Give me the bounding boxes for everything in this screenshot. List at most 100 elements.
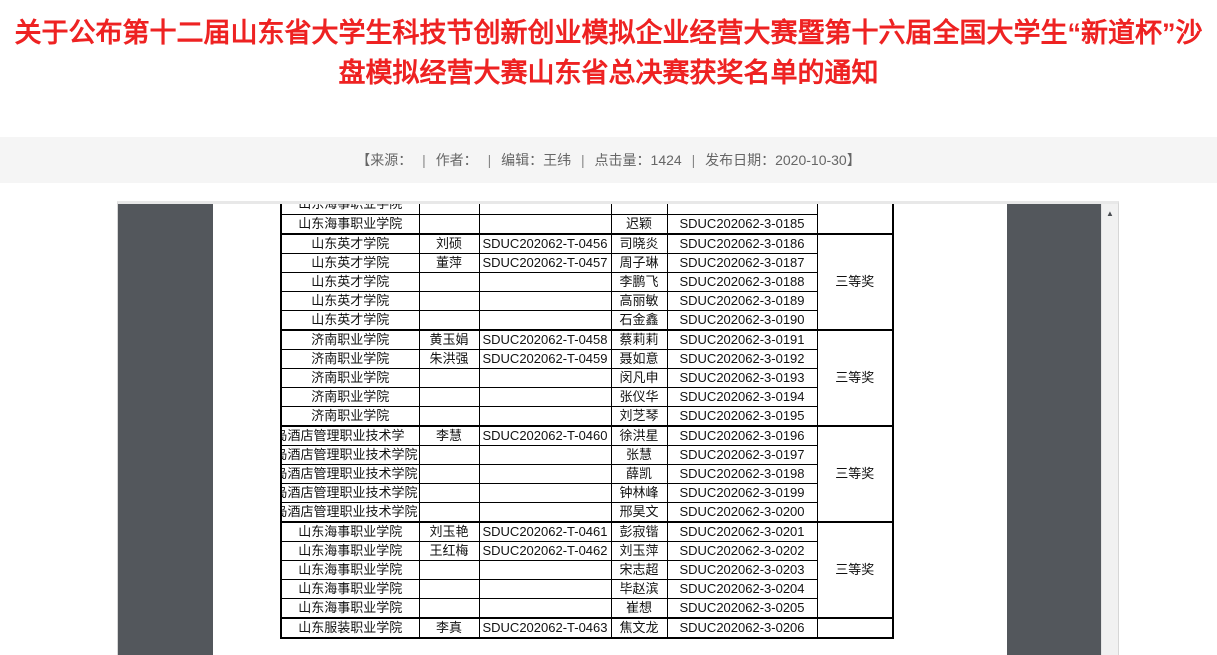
member-name-cell: 宋志超	[610, 560, 668, 580]
school-cell: 山东海事职业学院	[280, 521, 420, 542]
team-code-cell: SDUC202062-T-0462	[478, 541, 612, 561]
award-level-cell	[816, 204, 894, 235]
member-name-cell: 毕赵滨	[610, 579, 668, 599]
school-cell: 山东英才学院	[280, 310, 420, 331]
member-name-cell: 徐洪星	[610, 425, 668, 446]
award-level-cell	[816, 617, 894, 639]
team-leader-cell	[418, 291, 480, 311]
school-cell: 山东海事职业学院	[280, 579, 420, 599]
team-code-cell	[478, 579, 612, 599]
member-name-cell: 闵凡申	[610, 368, 668, 388]
member-code-cell: SDUC202062-3-0201	[666, 521, 818, 542]
team-leader-cell	[418, 387, 480, 407]
team-code-cell	[478, 204, 612, 215]
table-row: 山东英才学院 刘硕 SDUC202062-T-0456 司晓炎 SDUC202062-3…	[280, 233, 894, 331]
table-row: 山东英才学院 石金鑫 SDUC202062-3-0190	[280, 310, 893, 331]
award-winners-table: 山东海事职业学院山东海事职业学院迟颖SDUC202062-3-0185山东英才学…	[280, 204, 894, 639]
table-row: 济南职业学院 闵凡申 SDUC202062-3-0193	[280, 368, 893, 388]
school-cell: 青岛酒店管理职业技术学院	[280, 502, 420, 523]
member-name-cell	[610, 204, 668, 215]
team-code-cell	[478, 464, 612, 484]
member-name-cell: 焦文龙	[610, 617, 668, 639]
member-name-cell: 蔡莉莉	[610, 329, 668, 350]
table-row: 济南职业学院 刘芝琴 SDUC202062-3-0195	[280, 406, 893, 427]
member-name-cell: 彭寂锴	[610, 521, 668, 542]
team-code-cell: SDUC202062-T-0459	[478, 349, 612, 369]
document-viewer: 山东海事职业学院山东海事职业学院迟颖SDUC202062-3-0185山东英才学…	[117, 201, 1119, 655]
team-leader-cell: 李真	[418, 617, 480, 639]
member-code-cell: SDUC202062-3-0192	[666, 349, 818, 369]
member-name-cell: 薛凯	[610, 464, 668, 484]
school-cell: 济南职业学院	[280, 368, 420, 388]
award-level-cell: 三等奖	[816, 329, 894, 427]
meta-separator: |	[487, 152, 492, 168]
team-leader-cell	[418, 272, 480, 292]
school-cell: 山东海事职业学院	[280, 541, 420, 561]
team-leader-cell	[418, 483, 480, 503]
team-leader-cell	[418, 502, 480, 523]
school-cell: 青岛酒店管理职业技术学院	[280, 464, 420, 484]
member-code-cell: SDUC202062-3-0202	[666, 541, 818, 561]
school-cell: 山东海事职业学院	[280, 214, 420, 235]
document-viewer-canvas: 山东海事职业学院山东海事职业学院迟颖SDUC202062-3-0185山东英才学…	[118, 204, 1101, 655]
team-leader-cell	[418, 598, 480, 619]
member-name-cell: 聂如意	[610, 349, 668, 369]
school-cell: 山东海事职业学院	[280, 560, 420, 580]
table-row: 山东英才学院 董萍 SDUC202062-T-0457 周子琳 SDUC202062-3…	[280, 253, 893, 273]
table-row: 山东海事职业学院 迟颖 SDUC202062-3-0185	[280, 214, 893, 235]
school-cell: 山东海事职业学院	[280, 204, 420, 215]
table-row: 山东海事职业学院 毕赵滨 SDUC202062-3-0204	[280, 579, 893, 599]
table-row: 山东海事职业学院 宋志超 SDUC202062-3-0203	[280, 560, 893, 580]
table-row: 山东海事职业学院 崔想 SDUC202062-3-0205	[280, 598, 893, 619]
member-name-cell: 张慧	[610, 445, 668, 465]
team-leader-cell: 刘玉艳	[418, 521, 480, 542]
table-row: 山东海事职业学院 王红梅 SDUC202062-T-0462 刘玉萍 SDUC20206…	[280, 541, 893, 561]
team-code-cell: SDUC202062-T-0463	[478, 617, 612, 639]
meta-separator: |	[691, 152, 696, 168]
member-name-cell: 周子琳	[610, 253, 668, 273]
member-code-cell: SDUC202062-3-0185	[666, 214, 818, 235]
member-code-cell: SDUC202062-3-0196	[666, 425, 818, 446]
table-row: 山东海事职业学院 刘玉艳 SDUC202062-T-0461 彭寂锴 SDUC20206…	[280, 521, 894, 619]
member-code-cell: SDUC202062-3-0189	[666, 291, 818, 311]
school-cell: 山东英才学院	[280, 233, 420, 254]
member-name-cell: 高丽敏	[610, 291, 668, 311]
team-code-cell	[478, 291, 612, 311]
team-code-cell	[478, 272, 612, 292]
team-leader-cell: 朱洪强	[418, 349, 480, 369]
school-cell: 山东英才学院	[280, 253, 420, 273]
team-code-cell: SDUC202062-T-0456	[478, 233, 612, 254]
school-cell: 济南职业学院	[280, 329, 420, 350]
team-leader-cell	[418, 445, 480, 465]
team-leader-cell	[418, 560, 480, 580]
team-code-cell: SDUC202062-T-0458	[478, 329, 612, 350]
award-level-cell: 三等奖	[816, 425, 894, 523]
school-cell: 青岛酒店管理职业技术学院	[280, 483, 420, 503]
member-code-cell: SDUC202062-3-0193	[666, 368, 818, 388]
meta-publish-date: 发布日期：2020-10-30】	[705, 152, 861, 168]
scrollbar-up-arrow-icon[interactable]: ▲	[1106, 208, 1114, 218]
team-leader-cell	[418, 579, 480, 599]
member-name-cell: 石金鑫	[610, 310, 668, 331]
team-code-cell: SDUC202062-T-0461	[478, 521, 612, 542]
viewer-scrollbar-track[interactable]: ▲	[1101, 204, 1118, 655]
member-code-cell: SDUC202062-3-0204	[666, 579, 818, 599]
member-name-cell: 张仪华	[610, 387, 668, 407]
team-leader-cell: 王红梅	[418, 541, 480, 561]
member-name-cell: 司晓炎	[610, 233, 668, 254]
team-leader-cell	[418, 214, 480, 235]
member-name-cell: 钟林峰	[610, 483, 668, 503]
member-code-cell: SDUC202062-3-0186	[666, 233, 818, 254]
team-code-cell	[478, 483, 612, 503]
member-code-cell: SDUC202062-3-0194	[666, 387, 818, 407]
member-code-cell: SDUC202062-3-0195	[666, 406, 818, 427]
team-code-cell	[478, 445, 612, 465]
team-code-cell	[478, 387, 612, 407]
school-cell: 山东海事职业学院	[280, 598, 420, 619]
team-leader-cell: 李慧	[418, 425, 480, 446]
table-row: 济南职业学院 张仪华 SDUC202062-3-0194	[280, 387, 893, 407]
team-code-cell	[478, 502, 612, 523]
